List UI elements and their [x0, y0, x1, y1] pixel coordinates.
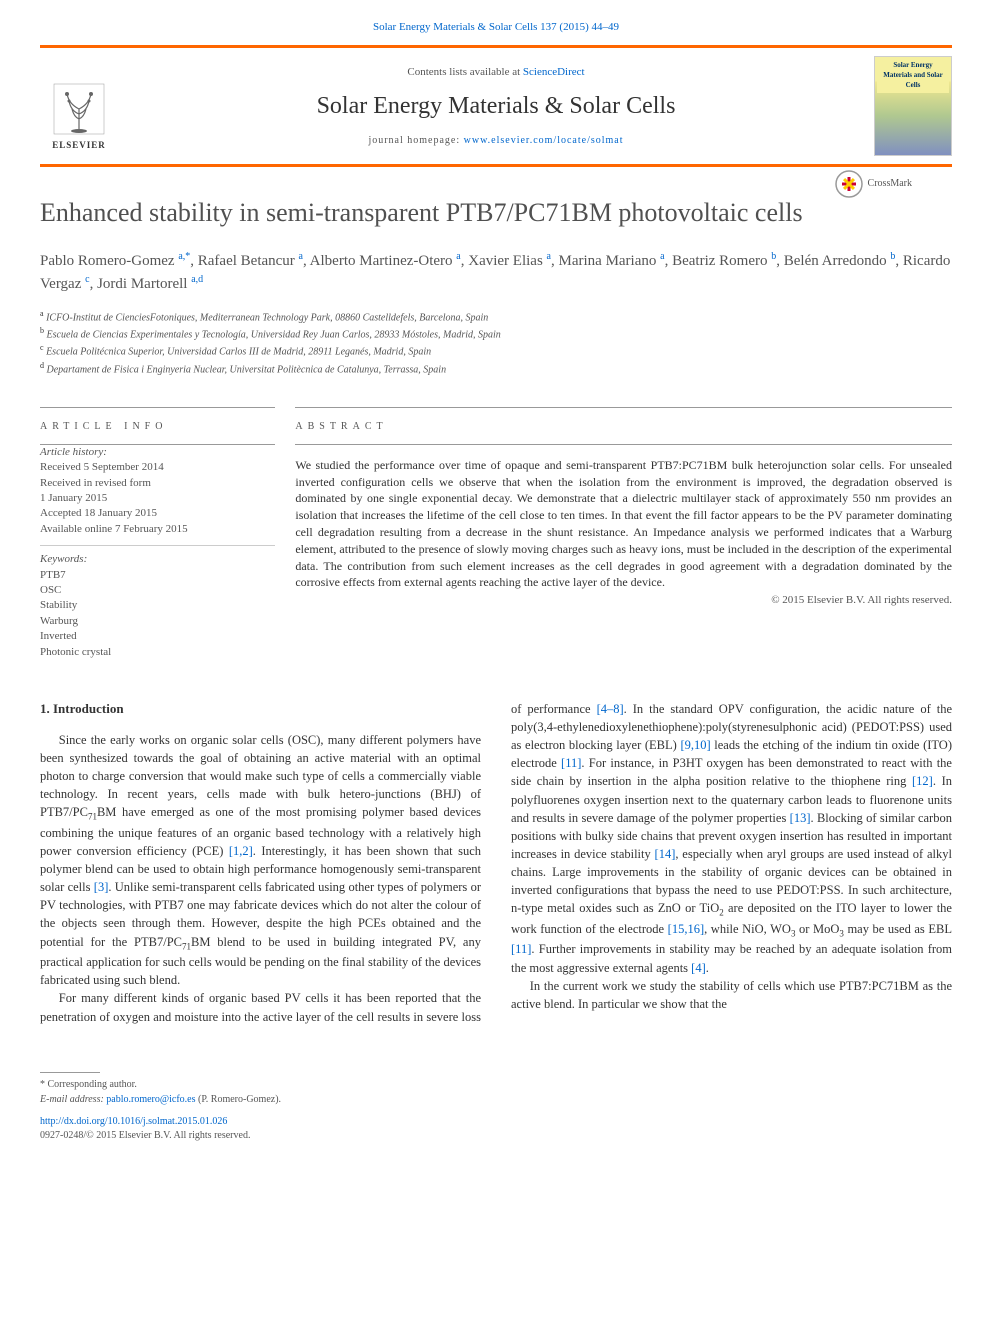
affiliation-line: a ICFO-Institut de CienciesFotoniques, M…	[40, 308, 952, 325]
journal-cover: Solar Energy Materials and Solar Cells	[874, 56, 952, 156]
affiliation-line: d Departament de Fisica i Enginyeria Nuc…	[40, 360, 952, 377]
section-heading-1: 1. Introduction	[40, 700, 481, 719]
article-body: 1. Introduction Since the early works on…	[40, 700, 952, 1026]
keywords-heading: Keywords:	[40, 552, 275, 567]
crossmark-label: CrossMark	[868, 177, 912, 191]
header-center: Contents lists available at ScienceDirec…	[118, 65, 874, 148]
elsevier-tree-icon	[49, 79, 109, 139]
history-line: Accepted 18 January 2015	[40, 506, 275, 521]
email-label: E-mail address:	[40, 1094, 106, 1105]
crossmark-badge[interactable]: CrossMark	[834, 169, 912, 199]
info-abstract-row: article info Article history: Received 5…	[40, 407, 952, 660]
abstract-text: We studied the performance over time of …	[295, 457, 952, 591]
article-history-block: Article history: Received 5 September 20…	[40, 445, 275, 545]
affiliations-list: a ICFO-Institut de CienciesFotoniques, M…	[40, 308, 952, 377]
cover-title: Solar Energy Materials and Solar Cells	[877, 59, 949, 92]
history-line: Available online 7 February 2015	[40, 522, 275, 537]
contents-line: Contents lists available at ScienceDirec…	[128, 65, 864, 80]
affiliation-line: c Escuela Politécnica Superior, Universi…	[40, 342, 952, 359]
publisher-name: ELSEVIER	[52, 139, 106, 152]
issn-copyright: 0927-0248/© 2015 Elsevier B.V. All right…	[40, 1130, 250, 1141]
keyword-line: OSC	[40, 583, 275, 598]
sciencedirect-link[interactable]: ScienceDirect	[523, 66, 585, 78]
corresponding-author-note: * Corresponding author.	[40, 1077, 478, 1092]
email-line: E-mail address: pablo.romero@icfo.es (P.…	[40, 1092, 478, 1107]
keyword-line: PTB7	[40, 568, 275, 583]
history-line: 1 January 2015	[40, 491, 275, 506]
publisher-logo: ELSEVIER	[40, 61, 118, 151]
abstract-label: abstract	[295, 407, 952, 444]
homepage-line: journal homepage: www.elsevier.com/locat…	[128, 134, 864, 148]
authors-list: Pablo Romero-Gomez a,*, Rafael Betancur …	[40, 249, 952, 296]
keywords-block: Keywords: PTB7OSCStabilityWarburgInverte…	[40, 545, 275, 660]
top-citation: Solar Energy Materials & Solar Cells 137…	[40, 20, 952, 35]
article-info-label: article info	[40, 407, 275, 444]
bottom-info: http://dx.doi.org/10.1016/j.solmat.2015.…	[40, 1115, 952, 1143]
abstract-copyright: © 2015 Elsevier B.V. All rights reserved…	[295, 593, 952, 608]
body-paragraph-1: Since the early works on organic solar c…	[40, 731, 481, 990]
body-paragraph-3: In the current work we study the stabili…	[511, 977, 952, 1013]
doi-link[interactable]: http://dx.doi.org/10.1016/j.solmat.2015.…	[40, 1116, 227, 1127]
keyword-line: Photonic crystal	[40, 645, 275, 660]
article-title: Enhanced stability in semi-transparent P…	[40, 197, 952, 228]
history-line: Received in revised form	[40, 476, 275, 491]
journal-header: ELSEVIER Contents lists available at Sci…	[40, 45, 952, 167]
keyword-line: Stability	[40, 598, 275, 613]
journal-title: Solar Energy Materials & Solar Cells	[128, 90, 864, 124]
history-heading: Article history:	[40, 445, 275, 460]
homepage-link[interactable]: www.elsevier.com/locate/solmat	[464, 135, 624, 146]
abstract-column: abstract We studied the performance over…	[295, 407, 952, 660]
footnote-block: * Corresponding author. E-mail address: …	[40, 1066, 478, 1107]
crossmark-icon	[834, 169, 864, 199]
affiliation-line: b Escuela de Ciencias Experimentales y T…	[40, 325, 952, 342]
history-line: Received 5 September 2014	[40, 460, 275, 475]
article-info-column: article info Article history: Received 5…	[40, 407, 295, 660]
keyword-line: Inverted	[40, 629, 275, 644]
homepage-prefix: journal homepage:	[368, 135, 463, 146]
email-suffix: (P. Romero-Gomez).	[195, 1094, 281, 1105]
keyword-line: Warburg	[40, 614, 275, 629]
author-email-link[interactable]: pablo.romero@icfo.es	[106, 1094, 195, 1105]
contents-prefix: Contents lists available at	[407, 66, 522, 78]
